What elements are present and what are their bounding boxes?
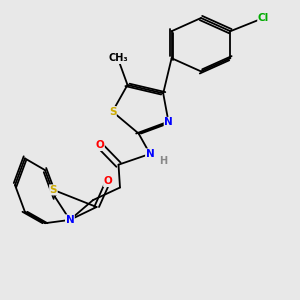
Text: O: O: [95, 140, 104, 151]
Text: N: N: [164, 117, 173, 128]
Text: H: H: [159, 156, 168, 167]
Text: S: S: [50, 185, 57, 195]
Text: S: S: [109, 106, 116, 117]
Text: Cl: Cl: [258, 13, 269, 23]
Text: CH₃: CH₃: [108, 53, 128, 64]
Text: N: N: [65, 215, 74, 225]
Text: O: O: [103, 176, 112, 187]
Text: N: N: [146, 149, 154, 159]
